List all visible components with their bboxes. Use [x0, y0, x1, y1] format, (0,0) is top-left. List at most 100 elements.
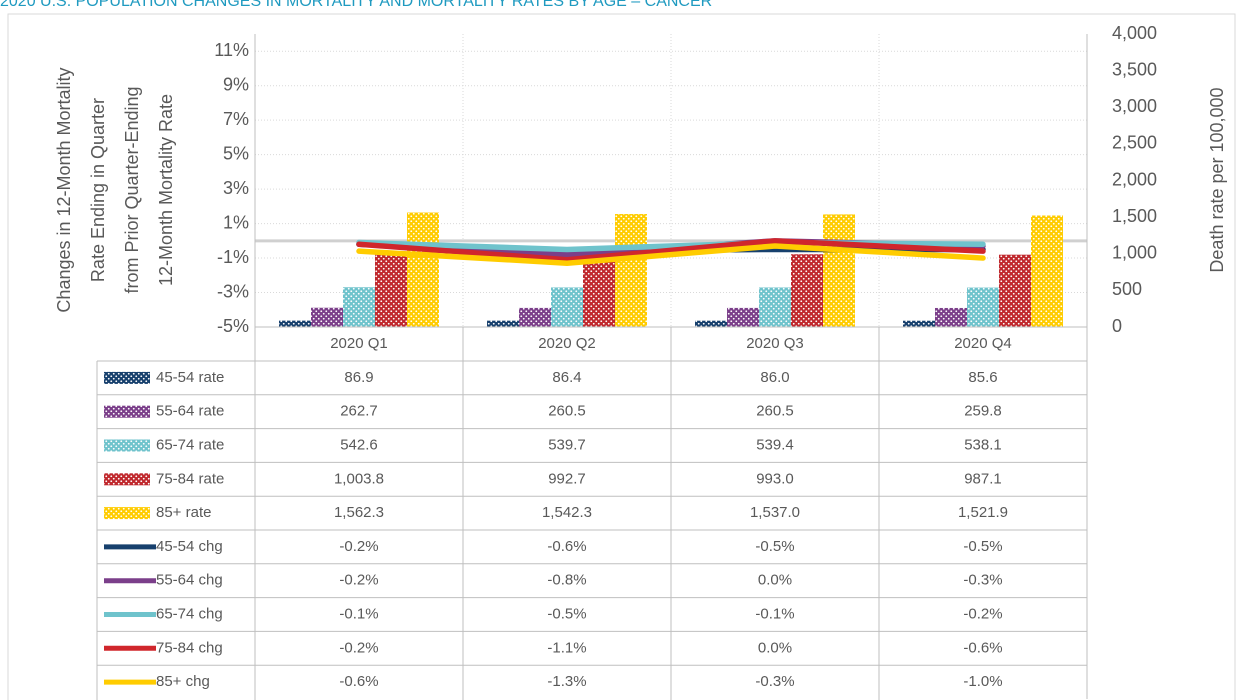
table-cell: -0.5% — [755, 538, 794, 555]
y2-tick-label: 3,000 — [1112, 96, 1157, 116]
table-cell: 993.0 — [756, 470, 794, 487]
y-tick-label: 7% — [223, 109, 249, 129]
x-tick-label: 2020 Q1 — [330, 335, 388, 352]
bar — [967, 287, 999, 327]
table-cell: 1,537.0 — [750, 504, 800, 521]
y-tick-label: 9% — [223, 74, 249, 94]
table-cell: -0.3% — [963, 572, 1002, 589]
y-axis-label: 12-Month Mortality Rate — [156, 94, 176, 286]
chart-title: 2020 U.S. POPULATION CHANGES IN MORTALIT… — [0, 0, 712, 10]
table-cell: 86.9 — [344, 369, 373, 386]
bar — [343, 287, 375, 327]
bar — [695, 320, 727, 327]
table-cell: -0.6% — [963, 639, 1002, 656]
table-cell: 262.7 — [340, 403, 378, 420]
table-cell: 85.6 — [968, 369, 997, 386]
bar — [311, 307, 343, 327]
table-cell: 260.5 — [548, 403, 586, 420]
x-tick-label: 2020 Q4 — [954, 335, 1012, 352]
bar — [791, 254, 823, 327]
legend-swatch — [104, 473, 150, 486]
legend-label: 45-54 rate — [156, 369, 224, 386]
bar — [823, 214, 855, 327]
table-cell: -0.8% — [547, 572, 586, 589]
y2-tick-label: 0 — [1112, 316, 1122, 336]
y2-tick-label: 1,000 — [1112, 243, 1157, 263]
table-cell: 86.4 — [552, 369, 581, 386]
table-cell: -0.3% — [755, 673, 794, 690]
y-axis-label: Changes in 12-Month Mortality — [54, 67, 74, 312]
legend-label: 55-64 rate — [156, 403, 224, 420]
table-cell: 0.0% — [758, 639, 792, 656]
bar — [487, 320, 519, 327]
y-tick-label: 11% — [214, 40, 249, 60]
y-tick-label: 3% — [223, 178, 249, 198]
table-cell: -1.1% — [547, 639, 586, 656]
legend-label: 75-84 chg — [156, 639, 223, 656]
bar — [999, 254, 1031, 327]
legend-label: 85+ rate — [156, 504, 211, 521]
legend-label: 75-84 rate — [156, 470, 224, 487]
legend-label: 65-74 rate — [156, 436, 224, 453]
y2-tick-label: 2,500 — [1112, 133, 1157, 153]
bar — [903, 320, 935, 327]
y-axis-label: from Prior Quarter-Ending — [122, 86, 142, 293]
legend-label: 65-74 chg — [156, 605, 223, 622]
table-cell: -0.6% — [547, 538, 586, 555]
table-cell: 86.0 — [760, 369, 789, 386]
table-cell: -0.5% — [547, 605, 586, 622]
table-cell: 987.1 — [964, 470, 1002, 487]
bar — [279, 320, 311, 327]
table-cell: -0.1% — [339, 605, 378, 622]
table-cell: 539.4 — [756, 436, 794, 453]
x-tick-label: 2020 Q2 — [538, 335, 596, 352]
table-cell: 542.6 — [340, 436, 378, 453]
y-tick-label: 5% — [223, 143, 249, 163]
legend-label: 55-64 chg — [156, 572, 223, 589]
table-cell: 1,003.8 — [334, 470, 384, 487]
y2-tick-label: 3,500 — [1112, 59, 1157, 79]
bar — [935, 307, 967, 327]
table-cell: -0.1% — [755, 605, 794, 622]
chart-border — [7, 13, 1236, 700]
y-tick-label: -5% — [217, 316, 249, 336]
table-cell: -1.0% — [963, 673, 1002, 690]
x-tick-label: 2020 Q3 — [746, 335, 804, 352]
legend-swatch — [104, 371, 150, 384]
bar — [375, 253, 407, 327]
table-cell: 1,521.9 — [958, 504, 1008, 521]
table-cell: 260.5 — [756, 403, 794, 420]
bar — [759, 287, 791, 327]
legend-swatch — [104, 439, 150, 452]
bar — [551, 287, 583, 327]
y2-tick-label: 2,000 — [1112, 169, 1157, 189]
legend-label: 45-54 chg — [156, 538, 223, 555]
table-cell: -0.2% — [339, 538, 378, 555]
table-cell: 539.7 — [548, 436, 586, 453]
legend-label: 85+ chg — [156, 673, 210, 690]
line — [356, 238, 986, 263]
table-cell: 0.0% — [758, 572, 792, 589]
bar — [615, 214, 647, 327]
y-tick-label: -3% — [217, 281, 249, 301]
table-cell: -0.2% — [339, 639, 378, 656]
y2-axis-label: Death rate per 100,000 — [1207, 87, 1227, 272]
table-cell: -0.2% — [339, 572, 378, 589]
bar — [727, 307, 759, 327]
table-cell: 538.1 — [964, 436, 1002, 453]
table-cell: 992.7 — [548, 470, 586, 487]
line — [356, 243, 986, 266]
bar — [583, 254, 615, 327]
table-cell: -1.3% — [547, 673, 586, 690]
y2-tick-label: 1,500 — [1112, 206, 1157, 226]
table-cell: 1,542.3 — [542, 504, 592, 521]
table-cell: -0.2% — [963, 605, 1002, 622]
legend-swatch — [104, 507, 150, 520]
y2-tick-label: 4,000 — [1112, 23, 1157, 43]
bar — [407, 212, 439, 327]
y-tick-label: -1% — [217, 247, 249, 267]
y2-tick-label: 500 — [1112, 279, 1142, 299]
